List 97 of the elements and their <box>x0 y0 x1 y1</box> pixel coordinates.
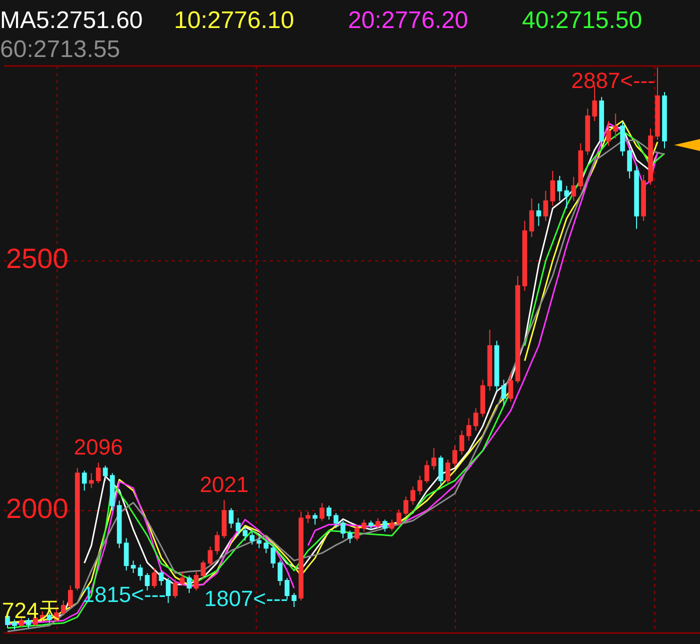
candlestick <box>459 430 464 456</box>
candlestick <box>578 142 584 190</box>
candlestick <box>194 571 199 592</box>
text: 10:2776.10 <box>174 7 294 34</box>
candlestick <box>60 600 66 616</box>
candlestick <box>236 518 241 536</box>
candlestick <box>571 176 576 202</box>
candlestick <box>200 560 206 580</box>
candlestick <box>186 575 192 594</box>
candlestick <box>396 509 402 526</box>
candlestick <box>606 120 612 146</box>
candlestick <box>536 202 542 226</box>
candlestick <box>376 518 380 529</box>
candlestick <box>368 520 374 530</box>
candlestick <box>641 174 646 222</box>
candlestick <box>662 91 667 149</box>
candlestick <box>620 121 625 156</box>
candlestick <box>130 560 136 574</box>
candlestick <box>557 175 562 202</box>
candlestick <box>82 470 87 492</box>
candlestick <box>172 579 178 599</box>
candlestick <box>550 170 556 206</box>
candlestick <box>242 526 248 542</box>
annotation: 2096 <box>74 434 123 460</box>
candlestick <box>515 275 520 384</box>
candlestick <box>424 460 430 484</box>
candlestick <box>543 190 548 222</box>
candlestick <box>410 486 416 506</box>
candlestick <box>473 408 478 432</box>
text: 60:2713.55 <box>0 36 120 63</box>
candlestick <box>389 519 394 532</box>
candlestick <box>74 468 80 592</box>
candlestick <box>180 571 185 586</box>
candlestick <box>487 329 492 392</box>
candlestick <box>452 445 458 468</box>
candlestick <box>26 618 31 629</box>
candlestick <box>655 67 660 140</box>
candlestick <box>158 570 164 586</box>
candlestick <box>208 546 213 568</box>
candlestick <box>362 519 366 532</box>
text: 20:2776.20 <box>348 7 468 34</box>
candlestick <box>110 472 115 512</box>
candlestick <box>501 379 506 406</box>
candlestick <box>68 585 73 609</box>
candlestick <box>438 455 444 486</box>
candlestick <box>466 418 472 442</box>
candlestick <box>256 536 262 549</box>
candlestick <box>19 616 24 628</box>
candlestick <box>585 108 590 156</box>
candlestick <box>88 472 94 489</box>
annotation: 2887<--- <box>571 68 655 93</box>
candlestick <box>494 340 500 392</box>
candlestick <box>334 512 338 529</box>
text: MA5:2751.60 <box>0 7 143 34</box>
candlestick <box>116 500 122 549</box>
candlestick <box>222 500 227 539</box>
candlestick <box>138 564 143 582</box>
candlestick <box>508 372 514 402</box>
text: 40:2715.50 <box>522 7 642 34</box>
candlestick <box>298 511 304 602</box>
annotation: 1807<--- <box>204 586 288 611</box>
candlestick <box>431 448 436 470</box>
candlestick <box>599 96 604 149</box>
candlestick <box>348 530 352 544</box>
candlestick <box>522 220 528 292</box>
candlestick <box>124 538 129 572</box>
candlestick <box>326 505 332 520</box>
candlestick <box>306 511 310 524</box>
candlestick <box>613 112 618 139</box>
candlestick <box>529 198 534 238</box>
candlestick <box>96 462 101 484</box>
candlestick <box>320 502 324 522</box>
candlestick <box>250 531 255 546</box>
candlestick <box>312 512 318 526</box>
candlestick <box>480 379 486 418</box>
candlestick <box>648 128 653 186</box>
y-tick-label: 2500 <box>6 243 68 274</box>
candlestick <box>634 165 639 230</box>
candlestick <box>102 465 108 482</box>
candlestick <box>445 459 450 484</box>
candlestick <box>382 519 388 532</box>
candlestick <box>166 578 171 604</box>
candlestick <box>403 496 408 516</box>
y-tick-label: 2000 <box>6 493 68 524</box>
candlestick <box>417 475 422 496</box>
candlestick <box>278 560 283 586</box>
candlestick <box>214 531 220 556</box>
annotation: 2021 <box>200 472 249 498</box>
candlestick <box>354 524 360 542</box>
candlestick <box>228 508 234 529</box>
candlestick <box>270 545 276 569</box>
candlestick <box>292 592 296 608</box>
candlestick <box>564 185 570 209</box>
candlestick <box>264 539 269 554</box>
candlestick <box>12 619 17 630</box>
candlestick <box>340 520 346 539</box>
candlestick <box>627 146 632 179</box>
